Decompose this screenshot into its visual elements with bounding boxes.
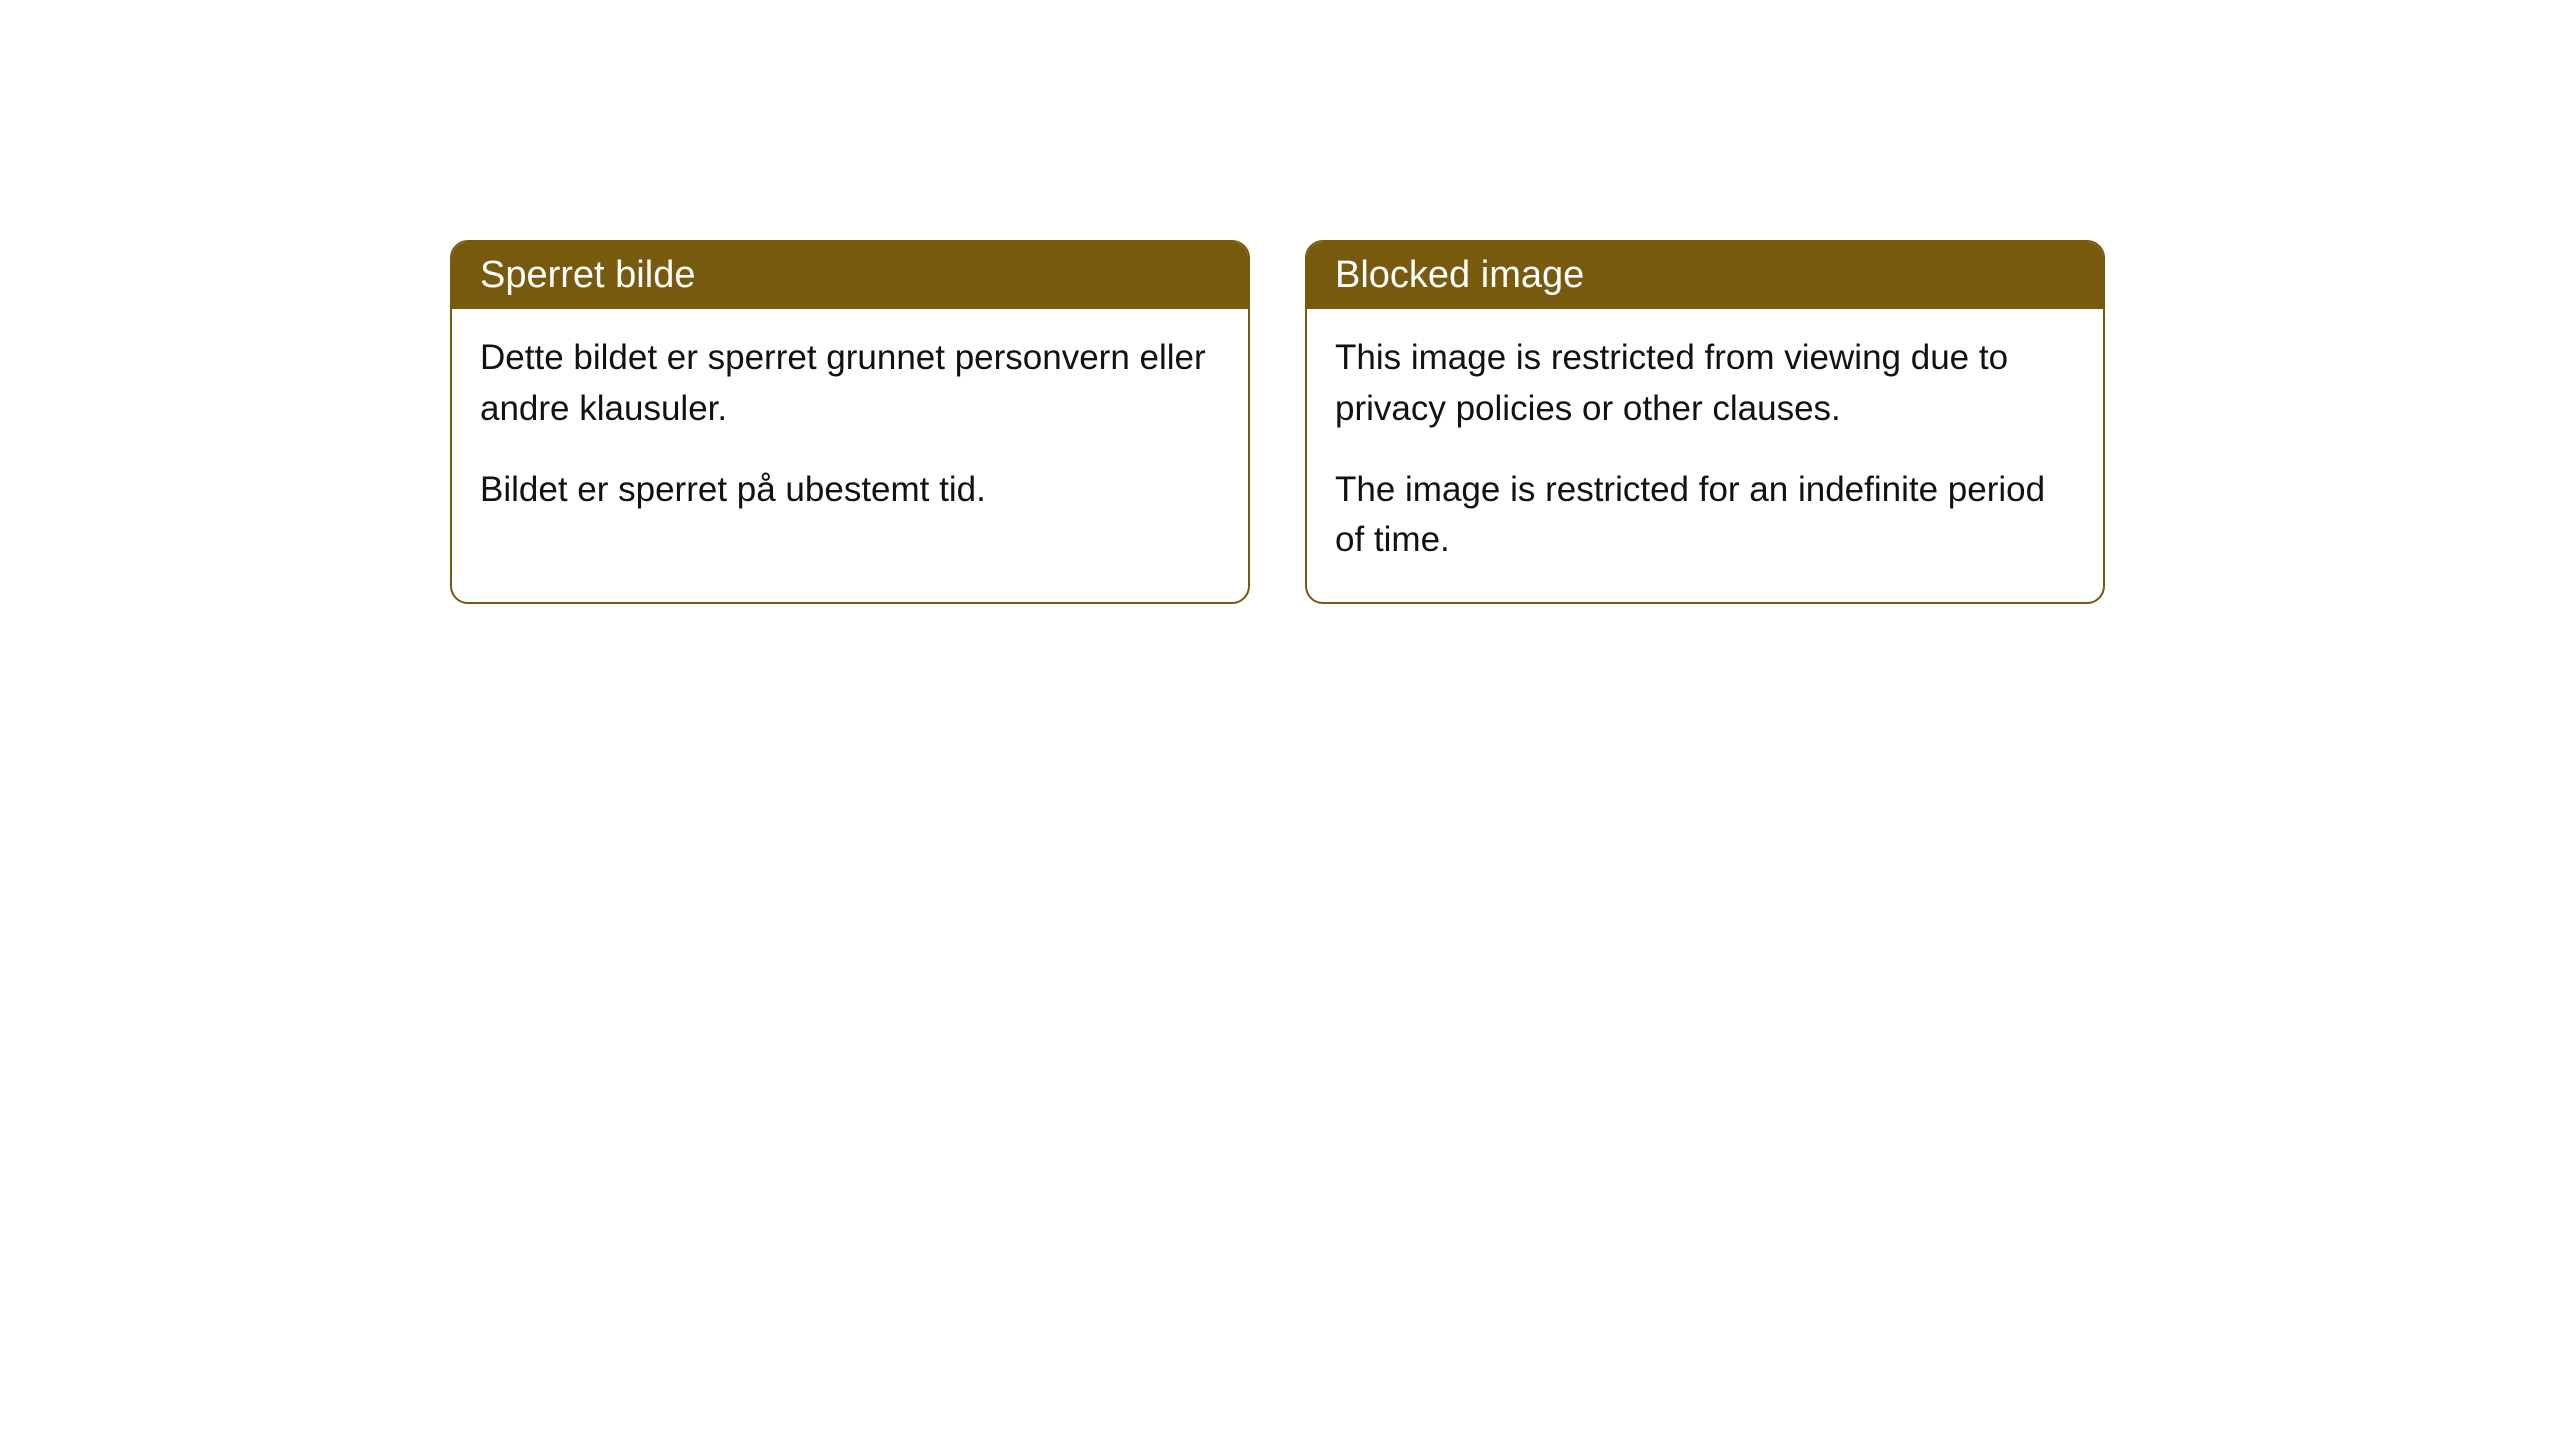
notice-title: Blocked image: [1335, 254, 1584, 296]
notice-paragraph: This image is restricted from viewing du…: [1335, 333, 2075, 435]
notice-header: Blocked image: [1307, 242, 2103, 309]
notice-paragraph: Dette bildet er sperret grunnet personve…: [480, 333, 1220, 435]
notice-body: Dette bildet er sperret grunnet personve…: [452, 309, 1248, 551]
notice-card-norwegian: Sperret bilde Dette bildet er sperret gr…: [450, 240, 1250, 604]
notice-header: Sperret bilde: [452, 242, 1248, 309]
notice-paragraph: The image is restricted for an indefinit…: [1335, 465, 2075, 567]
notice-card-english: Blocked image This image is restricted f…: [1305, 240, 2105, 604]
notice-body: This image is restricted from viewing du…: [1307, 309, 2103, 602]
notice-title: Sperret bilde: [480, 254, 695, 296]
notice-container: Sperret bilde Dette bildet er sperret gr…: [450, 240, 2560, 604]
notice-paragraph: Bildet er sperret på ubestemt tid.: [480, 465, 1220, 516]
